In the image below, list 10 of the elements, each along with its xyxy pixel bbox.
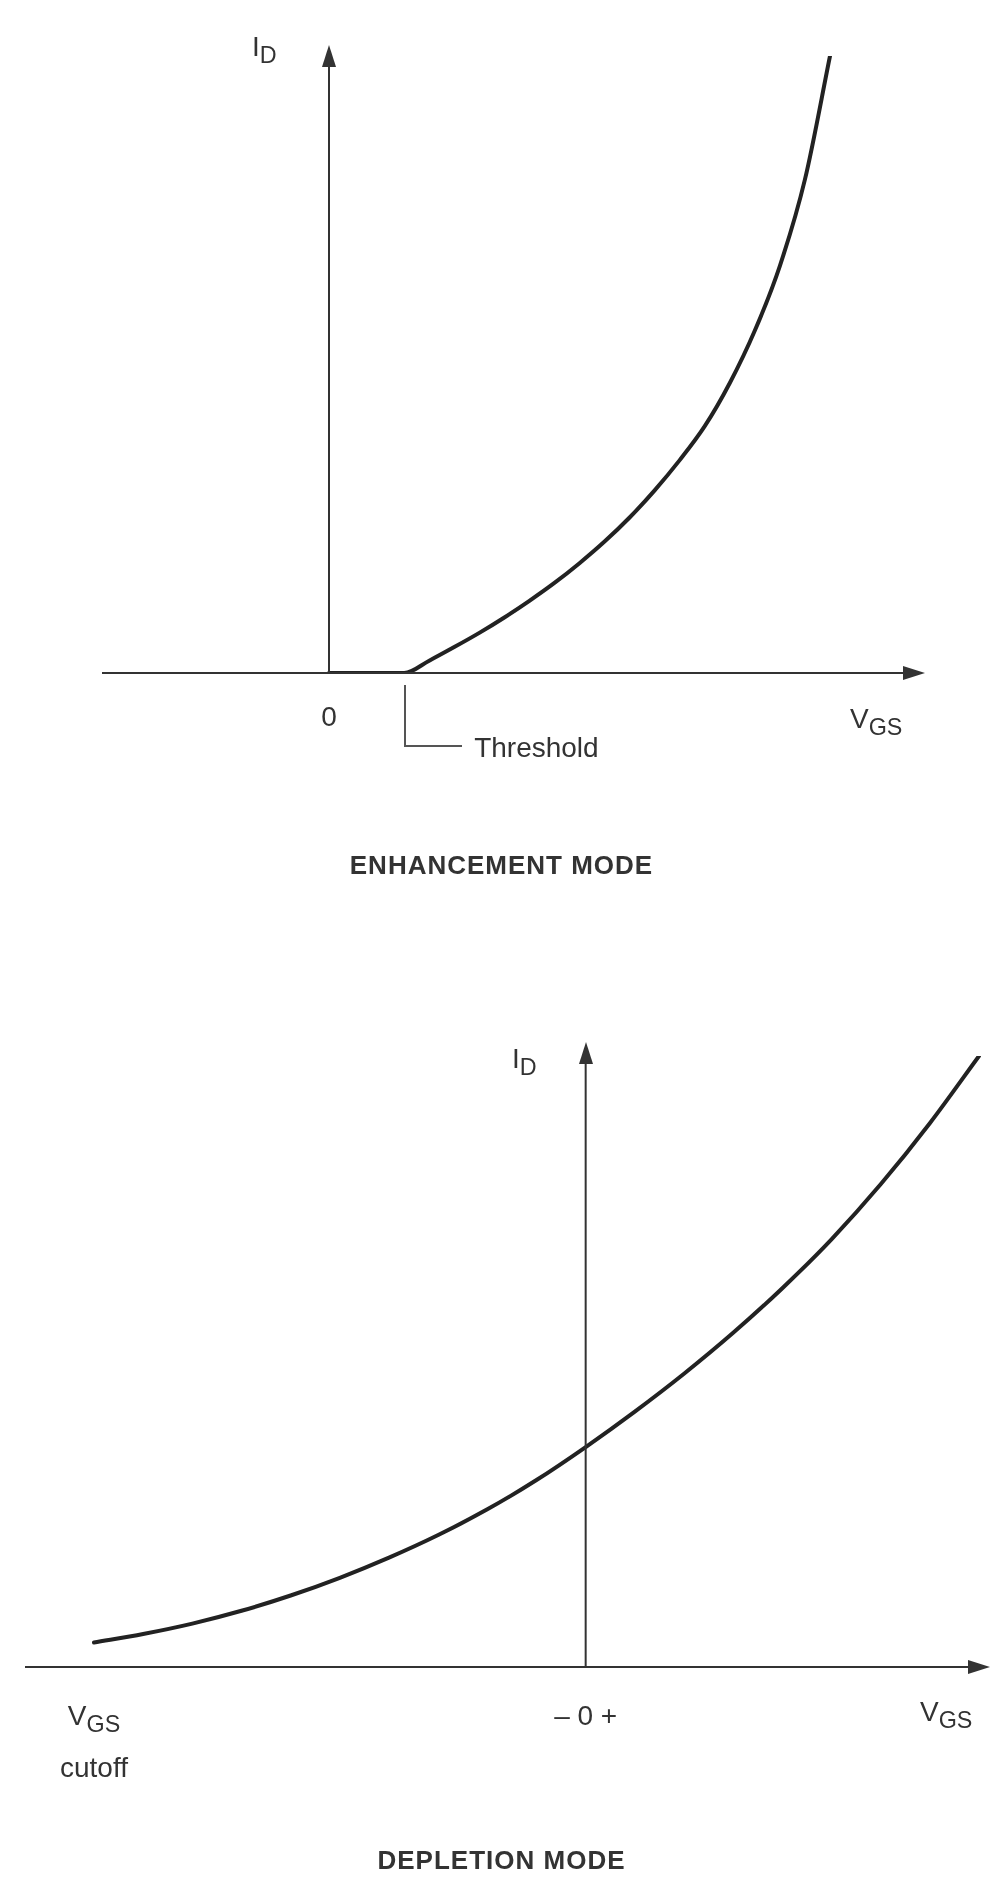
y-axis-title: I$_{D}$ — [512, 1042, 537, 1082]
x-tick-label: V$_{GS}$ cutoff — [59, 1699, 129, 1786]
text: DEPLETION MODE — [376, 1845, 627, 1877]
text: ENHANCEMENT MODE — [348, 850, 655, 882]
x-axis-title: V$_{GS}$ — [920, 1695, 973, 1735]
x-tick-label: – 0 + — [553, 1699, 619, 1733]
x-axis-title: V$_{GS}$ — [850, 702, 903, 742]
text: Threshold — [474, 731, 599, 765]
y-axis-title: I$_{D}$ — [252, 30, 277, 70]
text: 0 — [320, 700, 338, 734]
